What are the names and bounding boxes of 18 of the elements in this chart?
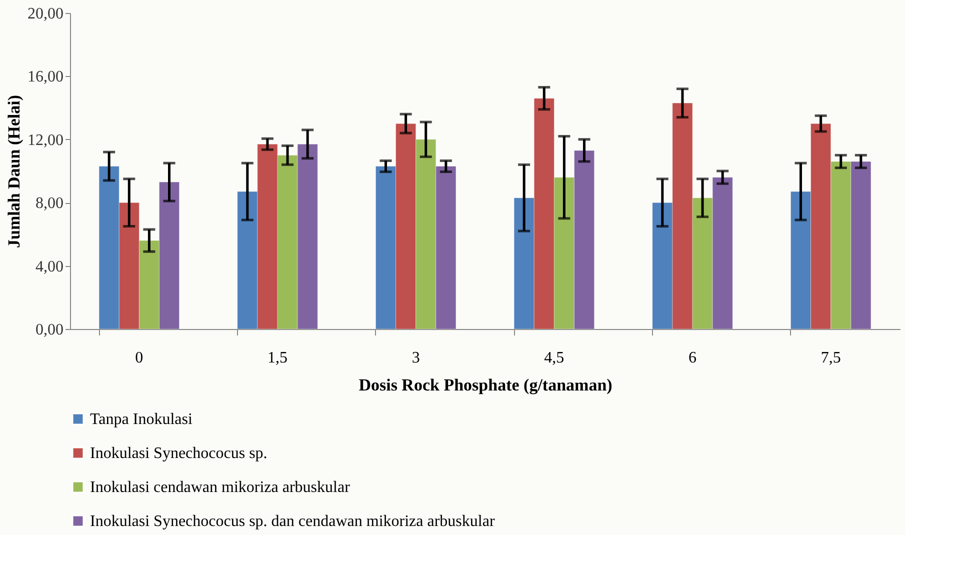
- x-tick-label: 0: [135, 350, 144, 366]
- x-tick-label: 4,5: [544, 350, 564, 366]
- x-axis-title: Dosis Rock Phosphate (g/tanaman): [358, 376, 612, 394]
- x-tick-label: 7,5: [820, 350, 841, 366]
- y-tick-label: 16,00: [28, 68, 64, 86]
- y-axis-title: Jumlah Daun (Helai): [4, 94, 24, 248]
- y-tick-label: 8,00: [36, 195, 64, 212]
- x-tick-label: 6: [688, 350, 696, 366]
- legend-label: Inokulasi Synechococus sp.: [90, 445, 268, 462]
- legend-label: Tanpa Inokulasi: [90, 411, 193, 428]
- y-tick-label: 20,00: [28, 6, 64, 22]
- x-tick-label: 3: [412, 350, 420, 366]
- legend-label: Inokulasi Synechococus sp. dan cendawan mikoriza arbuskular: [90, 513, 496, 530]
- y-tick-label: 0,00: [36, 322, 64, 338]
- y-tick-label: 4,00: [36, 258, 64, 276]
- y-tick-label: 12,00: [28, 132, 64, 149]
- legend-label: Inokulasi cendawan mikoriza arbuskular: [90, 479, 351, 496]
- x-tick-label: 1,5: [268, 350, 288, 366]
